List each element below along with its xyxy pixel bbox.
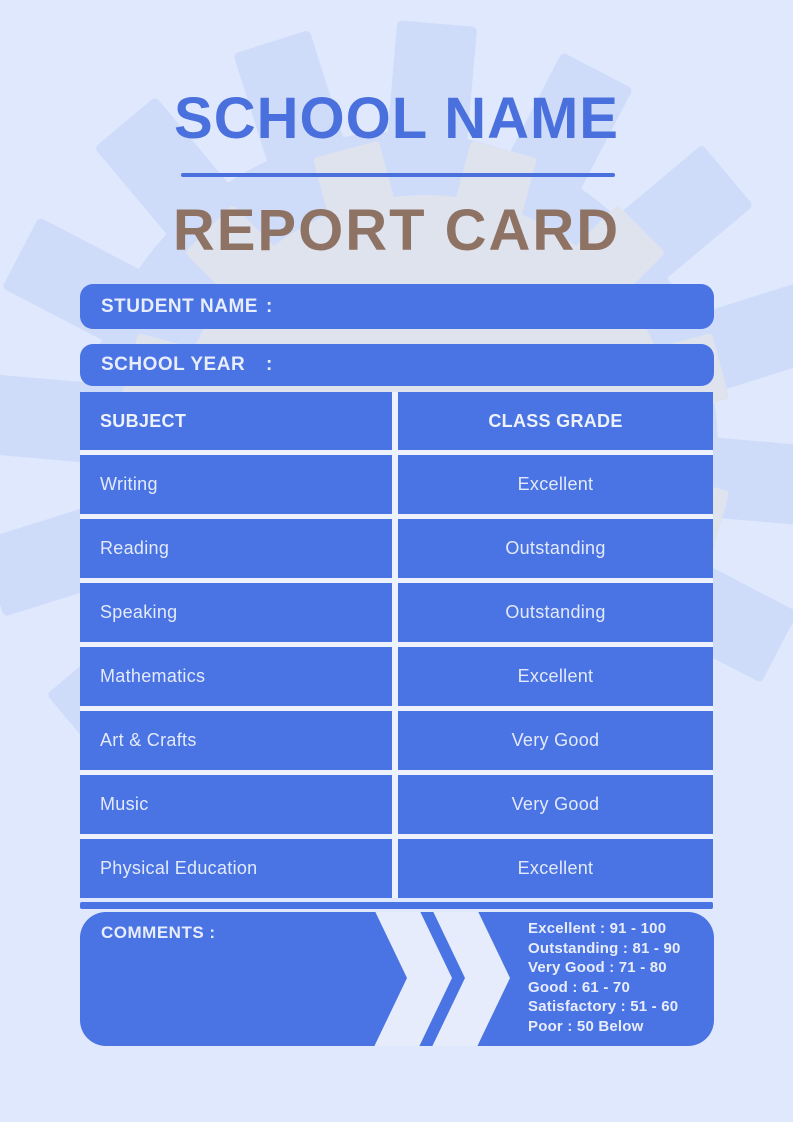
report-card-title: REPORT CARD bbox=[172, 198, 621, 263]
comments-label: COMMENTS : bbox=[101, 923, 216, 942]
grading-scale-line: Satisfactory : 51 - 60 bbox=[528, 998, 679, 1016]
title-divider bbox=[181, 173, 615, 177]
column-header-subject: SUBJECT bbox=[80, 392, 392, 450]
column-header-class-grade: CLASS GRADE bbox=[398, 392, 713, 450]
student-name-field: STUDENT NAME : bbox=[80, 284, 714, 329]
grades-table: SUBJECT CLASS GRADE Writing Excellent Re… bbox=[80, 392, 713, 898]
table-row-grade: Excellent bbox=[398, 839, 713, 898]
table-row-grade: Excellent bbox=[398, 455, 713, 514]
table-row-subject: Speaking bbox=[80, 583, 392, 642]
table-row-subject: Reading bbox=[80, 519, 392, 578]
grading-scale-line: Good : 61 - 70 bbox=[528, 978, 630, 996]
school-year-value[interactable] bbox=[285, 344, 698, 386]
student-name-colon: : bbox=[266, 295, 273, 317]
comments-section[interactable]: COMMENTS : Excellent : 91 - 100 Outstand… bbox=[80, 912, 714, 1046]
grading-scale-line: Outstanding : 81 - 90 bbox=[528, 939, 681, 957]
grading-scale-legend: Excellent : 91 - 100 Outstanding : 81 - … bbox=[528, 919, 681, 1037]
table-row-grade: Very Good bbox=[398, 711, 713, 770]
double-chevron-right-icon bbox=[374, 912, 510, 1046]
table-row-subject: Art & Crafts bbox=[80, 711, 392, 770]
grading-scale-line: Excellent : 91 - 100 bbox=[528, 920, 667, 937]
school-name-title: SCHOOL NAME bbox=[174, 86, 619, 151]
student-name-label: STUDENT NAME bbox=[101, 295, 258, 317]
table-bottom-strip bbox=[80, 902, 713, 909]
table-row-subject: Writing bbox=[80, 455, 392, 514]
table-row-subject: Mathematics bbox=[80, 647, 392, 706]
table-row-subject: Physical Education bbox=[80, 839, 392, 898]
table-row-grade: Very Good bbox=[398, 775, 713, 834]
school-year-field: SCHOOL YEAR : bbox=[80, 344, 714, 386]
student-name-value[interactable] bbox=[285, 284, 698, 329]
grading-scale-line: Very Good : 71 - 80 bbox=[528, 959, 667, 977]
school-year-label: SCHOOL YEAR bbox=[101, 354, 246, 375]
table-row-subject: Music bbox=[80, 775, 392, 834]
table-row-grade: Outstanding bbox=[398, 519, 713, 578]
school-year-colon: : bbox=[266, 354, 273, 375]
grading-scale-line: Poor : 50 Below bbox=[528, 1017, 644, 1035]
table-row-grade: Excellent bbox=[398, 647, 713, 706]
table-row-grade: Outstanding bbox=[398, 583, 713, 642]
